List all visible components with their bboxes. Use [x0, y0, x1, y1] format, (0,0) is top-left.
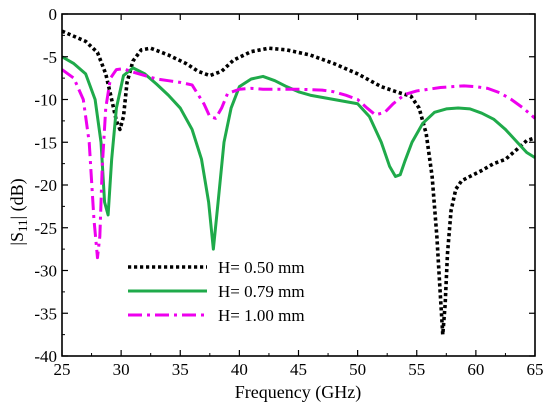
series-lines: [61, 29, 536, 337]
x-tick-label: 25: [54, 360, 71, 379]
legend-label-1: H= 0.50 mm: [218, 258, 305, 277]
y-axis-ticks: 0 -5 -10 -15 -20 -25 -30 -35 -40: [34, 5, 535, 366]
y-tick-label: -20: [34, 176, 57, 195]
x-axis-title: Frequency (GHz): [235, 382, 361, 403]
legend-label-2: H= 0.79 mm: [218, 282, 305, 301]
y-axis-title: |S11| (dB): [7, 178, 30, 245]
series-line-1: [61, 29, 536, 337]
x-axis-ticks: 25 30 35 40 45 50 55 60 65: [54, 14, 544, 379]
legend-label-3: H= 1.00 mm: [218, 306, 305, 325]
x-tick-label: 65: [527, 360, 544, 379]
y-axis-title-subscript: 11: [15, 219, 30, 232]
y-tick-label: -25: [34, 219, 57, 238]
y-tick-label: 0: [49, 5, 58, 24]
x-tick-label: 45: [290, 360, 307, 379]
y-tick-label: -40: [34, 347, 57, 366]
x-tick-label: 30: [113, 360, 130, 379]
y-tick-label: -10: [34, 91, 57, 110]
series-line-2: [61, 55, 536, 251]
x-tick-label: 55: [408, 360, 425, 379]
x-tick-label: 40: [231, 360, 248, 379]
y-tick-label: -15: [34, 133, 57, 152]
series-line-3: [61, 67, 536, 260]
y-tick-label: -5: [43, 48, 57, 67]
x-tick-label: 60: [467, 360, 484, 379]
y-tick-label: -30: [34, 262, 57, 281]
x-tick-label: 50: [349, 360, 366, 379]
x-tick-label: 35: [172, 360, 189, 379]
y-axis-title-main: |S: [7, 232, 27, 246]
legend: H= 0.50 mm H= 0.79 mm H= 1.00 mm: [128, 258, 305, 325]
y-axis-title-tail: | (dB): [7, 178, 28, 219]
y-tick-label: -35: [34, 304, 57, 323]
